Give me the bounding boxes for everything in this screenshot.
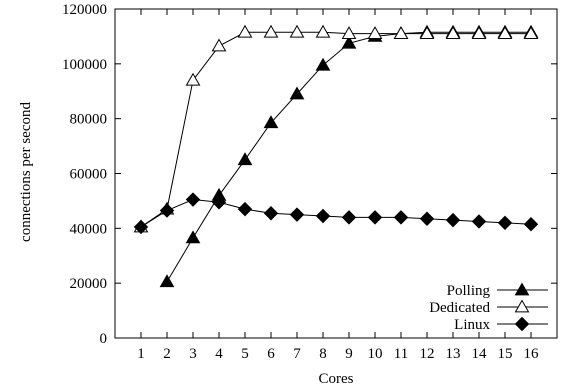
x-tick-label: 7: [293, 346, 301, 362]
legend-label-linux: Linux: [454, 317, 490, 333]
x-tick-label: 9: [345, 346, 353, 362]
x-axis-title: Cores: [319, 371, 354, 387]
data-point-linux: [523, 217, 539, 232]
series-line-polling: [166, 31, 531, 283]
plot-frame: [114, 8, 558, 339]
data-point-dedicated: [263, 24, 279, 38]
data-point-dedicated: [367, 26, 383, 40]
data-point-polling: [237, 152, 253, 166]
legend-label-dedicated: Dedicated: [429, 300, 490, 316]
data-point-linux: [237, 201, 253, 217]
data-point-linux: [211, 195, 227, 210]
x-tick-label: 12: [420, 346, 435, 362]
data-point-linux: [133, 219, 149, 235]
data-point-linux: [263, 206, 279, 221]
data-point-dedicated: [419, 26, 435, 40]
data-point-dedicated: [445, 26, 461, 40]
data-point-linux: [315, 208, 331, 224]
data-point-polling: [185, 230, 201, 244]
x-tick-label: 5: [241, 346, 249, 362]
data-point-linux: [471, 214, 487, 229]
data-point-dedicated: [211, 38, 227, 52]
series-linux: [133, 192, 539, 235]
data-point-dedicated: [497, 26, 513, 40]
y-tick-label: 60000: [70, 167, 108, 183]
data-point-linux: [159, 203, 175, 218]
series-line-linux: [140, 199, 532, 228]
data-point-linux: [393, 210, 409, 225]
data-point-linux: [341, 210, 357, 225]
x-tick-label: 15: [498, 346, 513, 362]
series-group: [133, 24, 539, 288]
data-point-polling: [289, 86, 305, 100]
data-point-dedicated: [289, 24, 305, 38]
data-point-polling: [159, 274, 175, 288]
data-point-linux: [289, 207, 305, 222]
data-point-linux: [419, 211, 435, 226]
x-tick-label: 10: [368, 346, 383, 362]
x-tick-label: 13: [446, 346, 461, 362]
data-point-linux: [445, 212, 461, 228]
x-tick-label: 2: [163, 346, 171, 362]
plot-area-border: [114, 8, 558, 339]
legend-marker-polling: [514, 282, 530, 296]
data-point-polling: [341, 35, 357, 49]
x-tick-label: 6: [267, 346, 275, 362]
series-line-dedicated: [140, 31, 531, 228]
y-tick-label: 80000: [70, 112, 108, 128]
x-tick-label: 14: [472, 346, 488, 362]
y-tick-label: 0: [100, 331, 108, 347]
y-tick-label: 40000: [70, 221, 108, 237]
x-tick-label: 1: [137, 346, 145, 362]
data-point-dedicated: [315, 24, 331, 38]
x-tick-label: 11: [394, 346, 408, 362]
y-tick-label: 20000: [70, 276, 108, 292]
data-point-dedicated: [237, 24, 253, 38]
y-tick-label: 100000: [62, 57, 107, 73]
y-tick-label: 120000: [62, 2, 107, 18]
x-tick-label: 16: [524, 346, 540, 362]
data-point-linux: [367, 210, 383, 225]
data-point-dedicated: [393, 26, 409, 40]
x-tick-label: 8: [319, 346, 327, 362]
data-point-polling: [315, 57, 331, 71]
y-axis-title: connections per second: [18, 102, 34, 242]
data-point-dedicated: [185, 72, 201, 86]
x-axis: 1 2 3 4 5 6 7 8 9 10 11 12 13 14 15 16: [137, 9, 539, 362]
data-point-dedicated: [471, 26, 487, 40]
x-tick-label: 3: [189, 346, 197, 362]
legend-marker-dedicated: [514, 299, 530, 313]
data-point-linux: [497, 215, 513, 231]
data-point-linux: [185, 192, 201, 207]
x-tick-label: 4: [215, 346, 223, 362]
y-axis: 0 20000 40000 60000 80000 100000 120000: [62, 2, 557, 347]
legend-label-polling: Polling: [447, 283, 491, 299]
data-point-dedicated: [341, 26, 357, 40]
data-point-dedicated: [523, 26, 539, 40]
legend-marker-linux: [514, 316, 530, 332]
series-polling: [159, 24, 539, 288]
data-point-polling: [263, 115, 279, 129]
